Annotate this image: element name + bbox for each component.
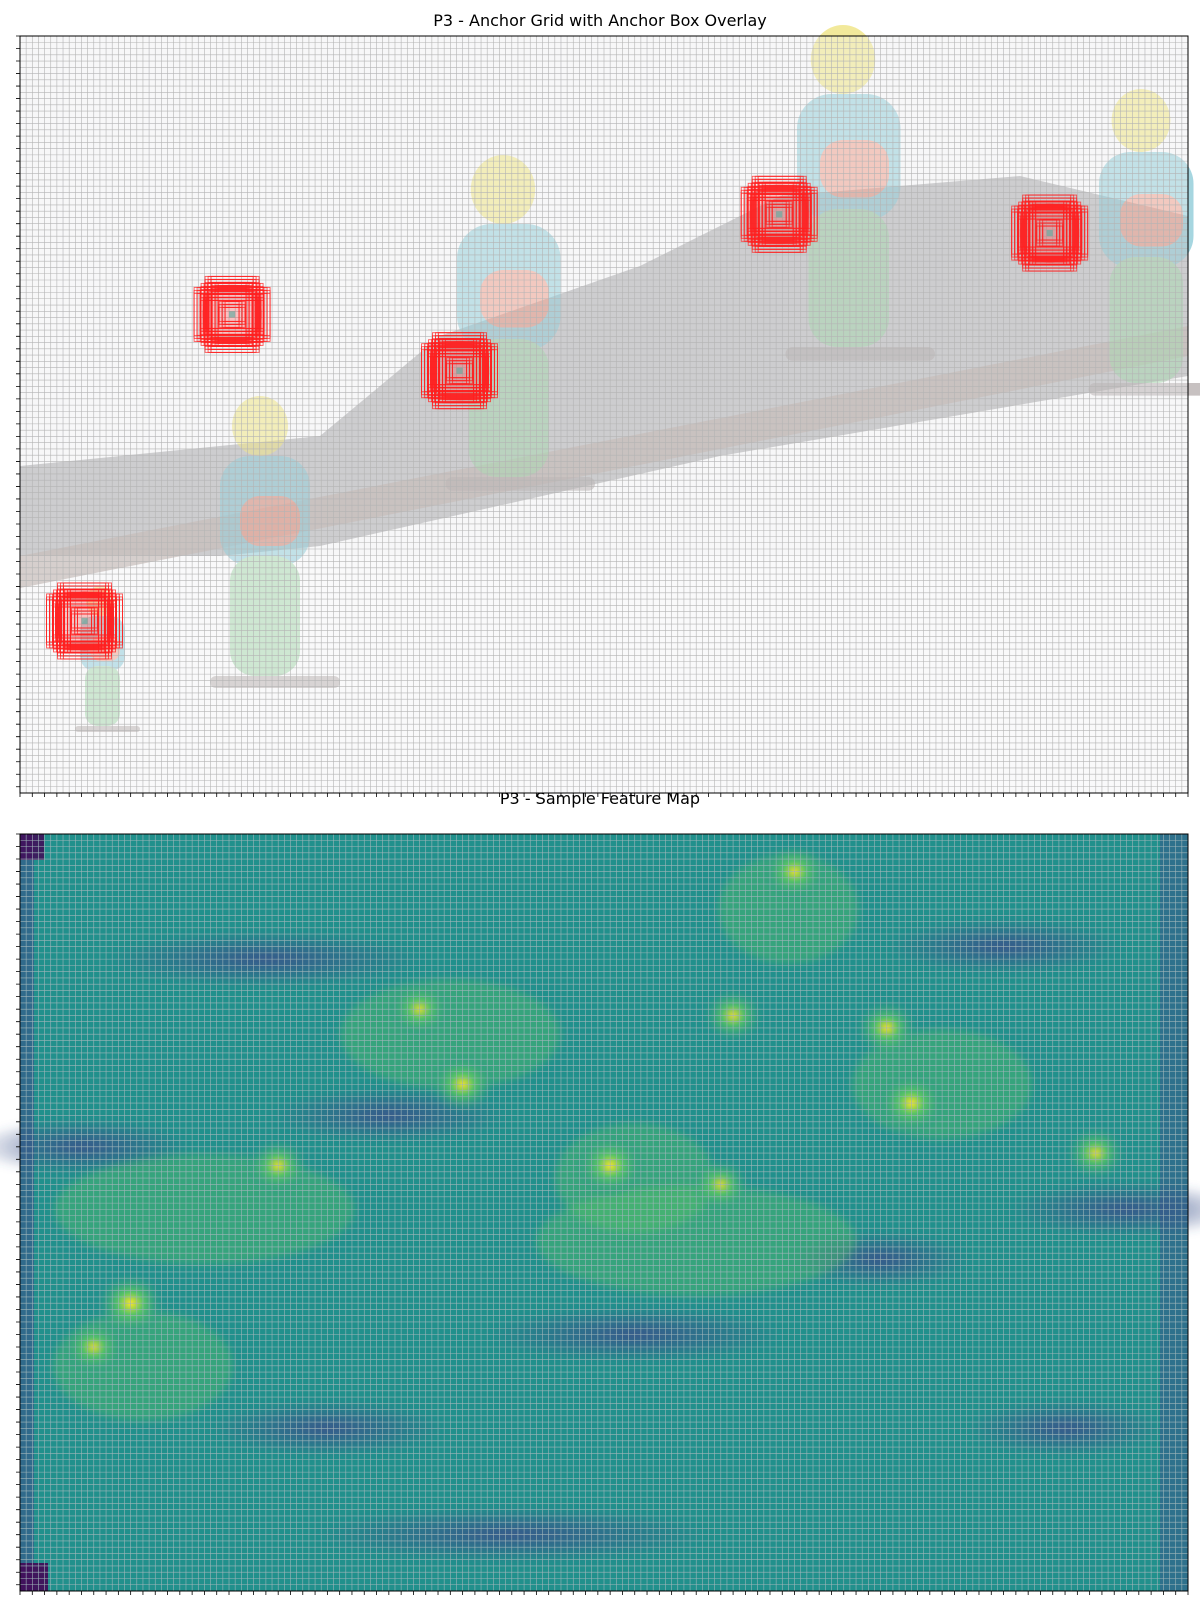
anchor-box [434,345,491,403]
top-chart-frame [19,35,1189,794]
bottom-chart-frame [19,833,1189,1592]
rider-patch [240,496,300,546]
rider-patch [820,140,889,198]
right-edge-low [1160,834,1188,1591]
top-chart-title: P3 - Anchor Grid with Anchor Box Overlay [433,11,767,30]
rider-pants [808,209,889,347]
anchor-cluster-3 [740,175,818,253]
top-chart-grid-lines [20,36,1188,793]
anchor-box [771,206,793,228]
bottom-chart-title: P3 - Sample Feature Map [499,789,701,808]
anchor-box [210,281,260,353]
anchor-box [1028,200,1078,272]
anchor-box [452,363,473,385]
anchor-box [59,595,116,653]
anchor-center-cell [776,211,783,218]
anchor-box [1042,225,1064,247]
rider-pants [1109,257,1183,383]
anchor-box [199,292,271,342]
corner-low-bottom [20,1563,48,1591]
anchor-box [63,588,112,660]
rider-board [210,676,340,688]
anchor-box [52,599,123,649]
anchor-cluster-4 [1011,194,1089,272]
rider-patch [1120,194,1183,247]
anchor-box [224,306,246,328]
rider-helmet [470,155,536,224]
anchor-box [427,349,498,399]
anchor-box [753,188,811,246]
anchor-center-cell [229,311,236,318]
anchor-box [757,181,807,253]
anchor-box [77,613,98,635]
bottom-chart-grid-lines [20,834,1188,1591]
anchor-box [1024,207,1082,265]
anchor-cluster-2 [421,332,498,410]
anchor-cluster-5 [46,582,123,660]
anchor-cluster-1 [193,275,271,353]
anchor-box [206,288,264,346]
anchor-center-cell [81,617,88,625]
anchor-box [1017,211,1089,261]
left-edge-low [20,834,34,1591]
anchor-center-cell [456,367,463,374]
anchor-center-cell [1046,229,1053,237]
top-chart-axis-ticks [16,35,1189,797]
bottom-chart-axis-ticks [16,833,1189,1595]
anchor-box [438,338,487,410]
rider-board [785,347,935,361]
anchor-box [746,192,818,242]
